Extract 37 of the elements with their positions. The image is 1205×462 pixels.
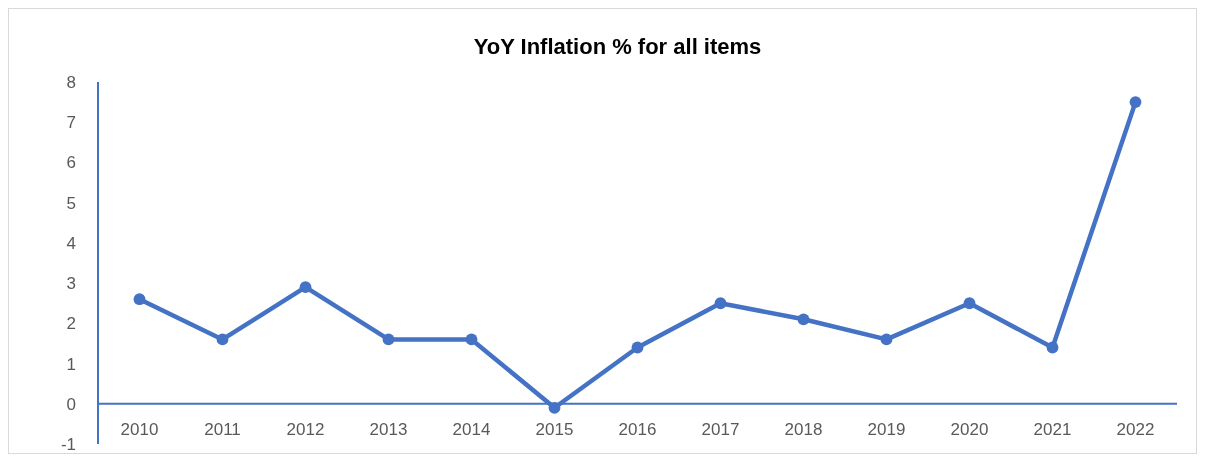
point	[548, 401, 561, 414]
x-tick-label: 2017	[701, 419, 740, 439]
point	[133, 293, 146, 306]
point	[631, 341, 644, 354]
point	[880, 333, 893, 346]
x-tick-label: 2010	[120, 419, 159, 439]
point	[216, 333, 229, 346]
y-tick-label: 8	[66, 72, 76, 92]
point	[382, 333, 395, 346]
y-tick-label: 0	[66, 394, 76, 414]
point	[1129, 96, 1142, 109]
y-tick-label: 7	[66, 113, 76, 133]
x-tick-label: 2019	[867, 419, 906, 439]
point	[1046, 341, 1059, 354]
chart-title: YoY Inflation % for all items	[473, 34, 762, 59]
point	[299, 281, 312, 294]
y-tick-label: -1	[60, 434, 76, 454]
x-tick-label: 2021	[1033, 419, 1072, 439]
x-tick-label: 2011	[204, 419, 241, 439]
x-tick-label: 2020	[950, 419, 989, 439]
y-tick-label: 2	[66, 314, 76, 334]
point	[797, 313, 810, 326]
y-tick-label: 1	[66, 354, 76, 374]
y-tick-label: 3	[66, 274, 76, 294]
point	[714, 297, 727, 310]
x-tick-label: 2018	[784, 419, 823, 439]
y-tick-label: 5	[66, 193, 76, 213]
y-tick-label: 6	[66, 153, 76, 173]
x-tick-label: 2014	[452, 419, 491, 439]
x-tick-label: 2012	[286, 419, 325, 439]
y-tick-label: 4	[66, 233, 76, 253]
x-tick-label: 2013	[369, 419, 408, 439]
x-tick-label: 2016	[618, 419, 657, 439]
x-tick-label: 2015	[535, 419, 574, 439]
point	[465, 333, 478, 346]
point	[963, 297, 976, 310]
x-tick-label: 2022	[1116, 419, 1155, 439]
